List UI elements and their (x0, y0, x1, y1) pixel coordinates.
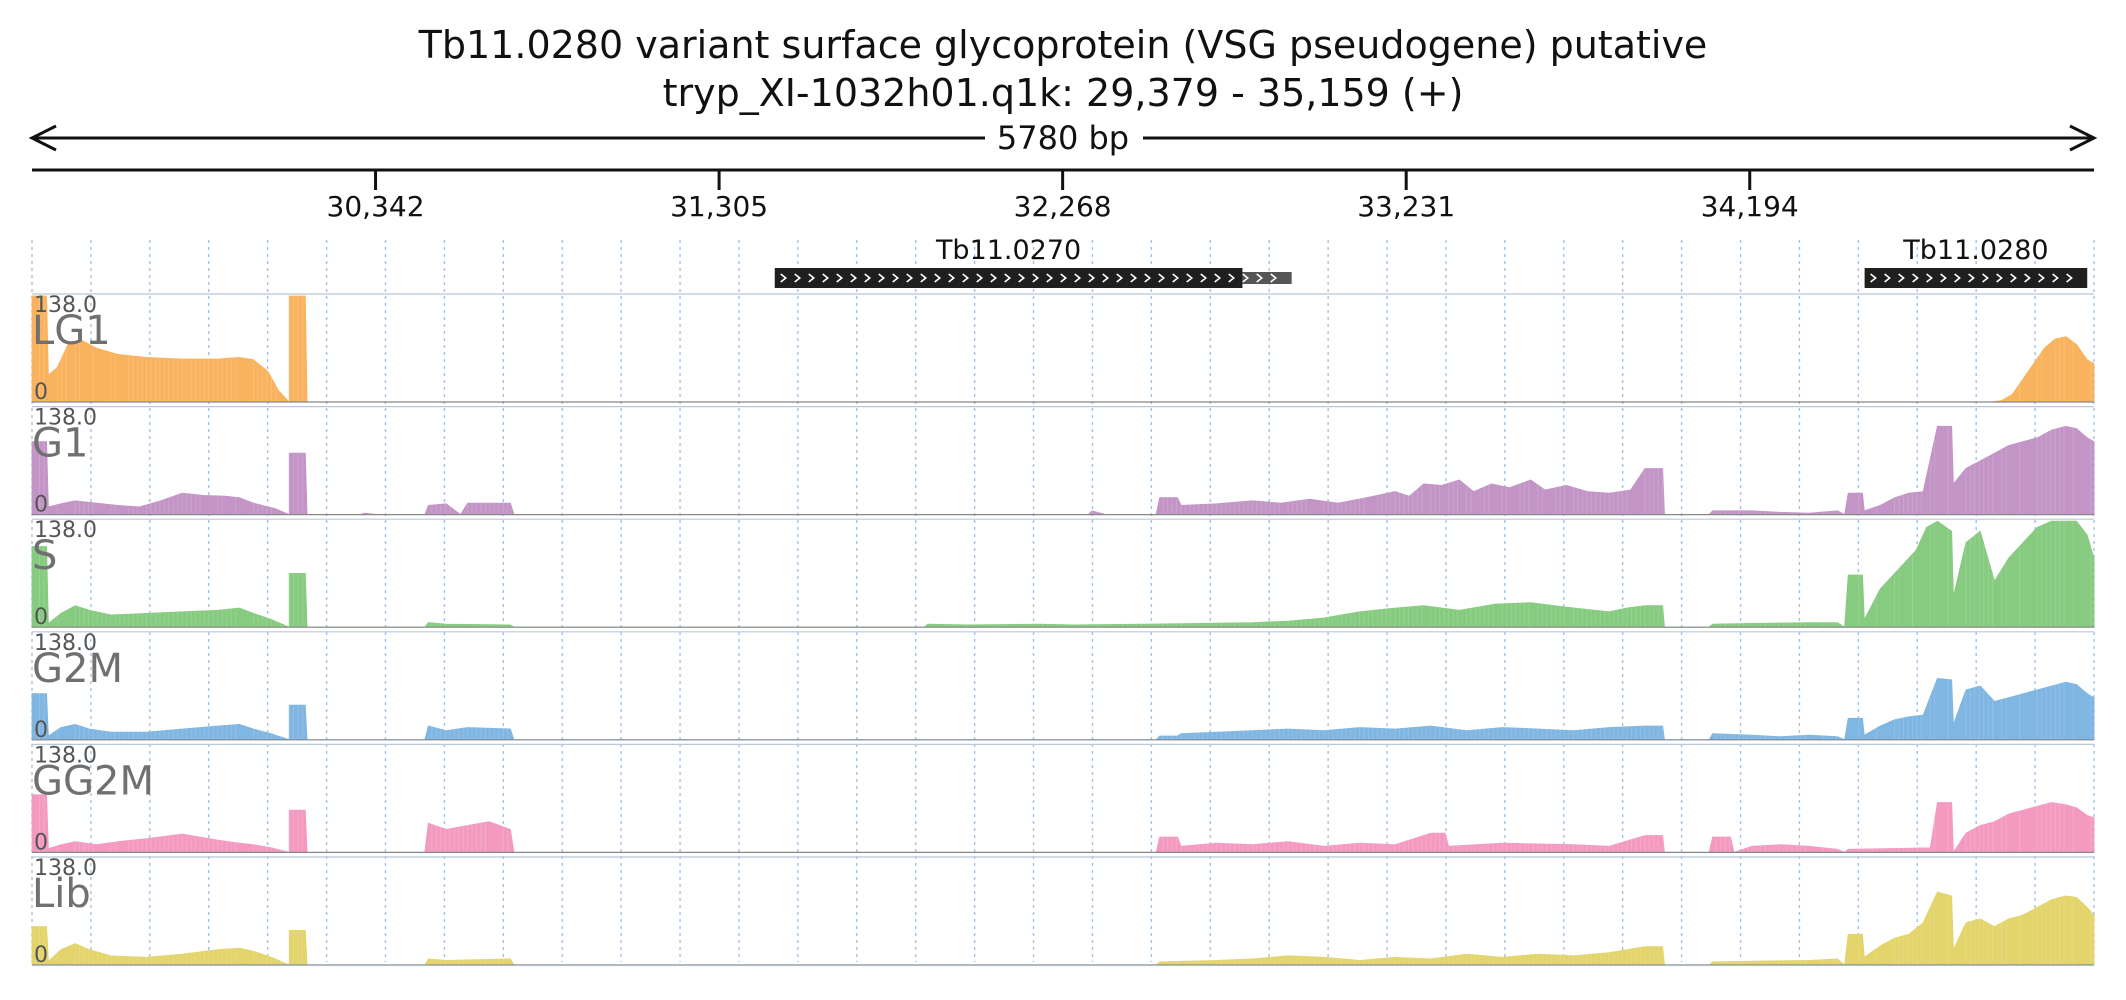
coverage-tracks: 138.00LG1138.00G1138.00S138.00G2M138.00G… (31, 293, 2095, 968)
coverage-area-Lib (31, 891, 2095, 966)
track-min-label: 0 (34, 380, 48, 405)
ruler-ticks: 30,342 31,305 32,268 33,231 34,194 (327, 170, 1799, 223)
gene-utr (1242, 272, 1292, 284)
span-arrow (28, 124, 2098, 152)
strand-arrows (1870, 273, 2073, 283)
span-length-label: 5780 bp (997, 119, 1129, 157)
chart-title-line2: tryp_XI-1032h01.q1k: 29,379 - 35,159 (+) (663, 71, 1464, 115)
coverage-bins (39, 426, 2092, 515)
strand-arrows (780, 273, 1278, 283)
gene-cds (1864, 268, 2088, 288)
gene-track: Tb11.0270 Tb11.0280 (774, 235, 2088, 288)
coverage-bins (39, 521, 2092, 628)
tick-label-3: 33,231 (1357, 190, 1455, 223)
coverage-area-LG1 (31, 295, 2095, 404)
coverage-area-S (31, 520, 2095, 628)
track-name-GG2M: GG2M (32, 758, 154, 804)
track-min-label: 0 (34, 493, 48, 518)
track-name-G2M: G2M (32, 646, 123, 692)
track-max-label: 138.0 (34, 293, 97, 318)
vertical-gridlines (31, 240, 2095, 962)
track-name-LG1: LG1 (32, 308, 111, 354)
track-LG1: 138.0 0 LG1 (31, 293, 2095, 405)
coverage-area-G2M (31, 677, 2095, 741)
track-Lib: 138.0 0 Lib (31, 856, 2095, 968)
track-max-label: 138.0 (34, 856, 97, 881)
track-name-Lib: Lib (32, 871, 91, 917)
track-min-label: 0 (34, 718, 48, 743)
chart-title-line1: Tb11.0280 variant surface glycoprotein (… (418, 23, 1708, 67)
tick-label-4: 34,194 (1701, 190, 1799, 223)
coverage-bins (39, 894, 2092, 965)
track-min-label: 0 (34, 605, 48, 630)
track-GG2M: 138.0 0 GG2M (31, 743, 2095, 855)
gene-label: Tb11.0270 (935, 235, 1081, 266)
tick-label-1: 31,305 (670, 190, 768, 223)
coverage-bins (39, 296, 2092, 402)
track-S: 138.0 0 S (31, 518, 2095, 630)
track-max-label: 138.0 (34, 743, 97, 768)
track-G2M: 138.0 0 G2M (31, 631, 2095, 743)
gene-Tb11.0270[interactable]: Tb11.0270 (774, 235, 1292, 288)
coverage-area-GG2M (31, 794, 2095, 854)
track-min-label: 0 (34, 830, 48, 855)
track-max-label: 138.0 (34, 518, 97, 543)
track-min-label: 0 (34, 943, 48, 968)
tick-label-2: 32,268 (1014, 190, 1112, 223)
coverage-area-G1 (31, 425, 2095, 516)
track-max-label: 138.0 (34, 631, 97, 656)
gene-label: Tb11.0280 (1902, 235, 2048, 266)
coverage-bins (39, 679, 2092, 740)
coverage-bins (39, 794, 2092, 853)
track-name-G1: G1 (32, 421, 88, 467)
gene-Tb11.0280[interactable]: Tb11.0280 (1864, 235, 2088, 288)
track-G1: 138.0 0 G1 (31, 406, 2095, 518)
track-max-label: 138.0 (34, 406, 97, 431)
tick-label-0: 30,342 (327, 190, 425, 223)
track-name-S: S (32, 533, 57, 579)
